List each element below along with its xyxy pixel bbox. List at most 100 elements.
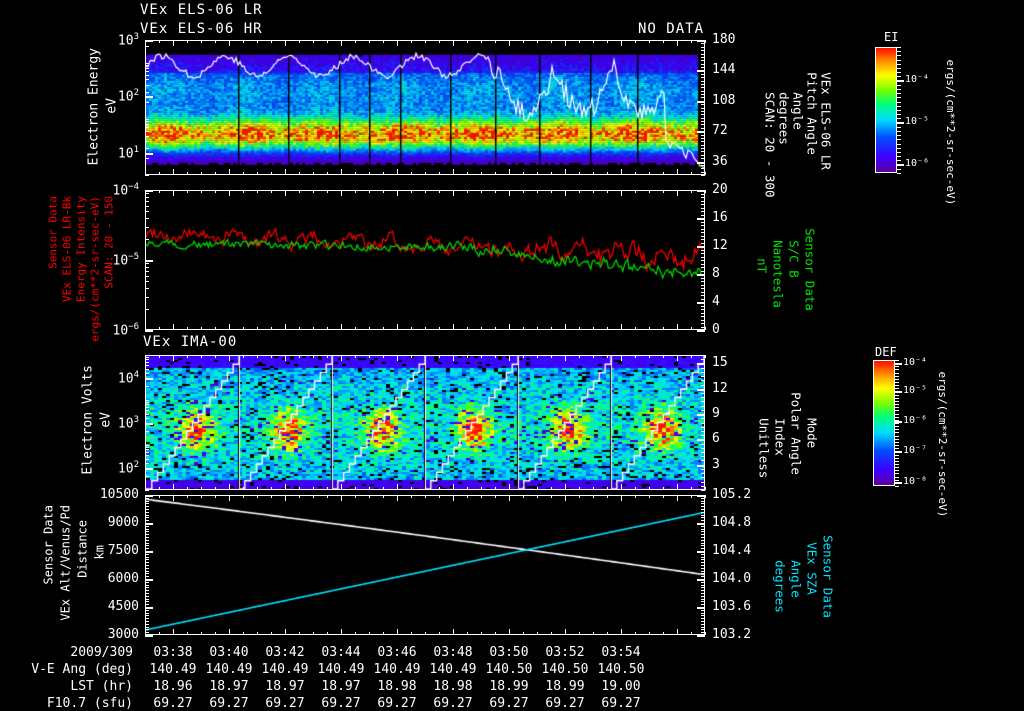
- x-minor-tick: [271, 495, 272, 498]
- x-minor-tick: [523, 495, 524, 498]
- axis-minor-tick: [701, 215, 705, 216]
- axis-minor-tick: [701, 596, 705, 597]
- axis-minor-tick: [701, 172, 705, 173]
- colorbar1-tick: [897, 122, 904, 124]
- x-minor-tick: [537, 632, 538, 635]
- x-minor-tick: [201, 172, 202, 175]
- axis-minor-tick: [145, 534, 149, 535]
- axis-minor-tick: [145, 68, 149, 69]
- x-minor-tick: [705, 495, 706, 498]
- x-minor-tick: [705, 172, 706, 175]
- x-minor-tick: [201, 487, 202, 490]
- axis-minor-tick: [701, 208, 705, 209]
- axis-minor-tick: [701, 74, 705, 75]
- axis-minor-tick: [701, 281, 705, 282]
- axis-minor-tick: [701, 151, 705, 152]
- axis-major-tick: [697, 190, 705, 192]
- x-minor-tick: [355, 632, 356, 635]
- x-minor-tick: [397, 355, 398, 358]
- axis-tick-label: 12: [712, 380, 728, 396]
- colorbar2-minor-tick: [895, 429, 899, 430]
- x-minor-tick: [215, 327, 216, 330]
- x-minor-tick: [271, 632, 272, 635]
- axis-minor-tick: [701, 271, 705, 272]
- axis-minor-tick: [145, 418, 149, 419]
- panel1-right-axis-title: Pitch Angle: [792, 42, 831, 155]
- x-minor-tick: [271, 40, 272, 43]
- x-minor-tick: [327, 495, 328, 498]
- colorbar1-minor-tick: [897, 76, 901, 77]
- colorbar2[interactable]: [873, 360, 895, 486]
- axis-minor-tick: [145, 127, 149, 128]
- axis-tick-label: 72: [712, 123, 728, 139]
- x-minor-tick: [607, 172, 608, 175]
- axis-minor-tick: [701, 531, 705, 532]
- colorbar1-minor-tick: [897, 97, 901, 98]
- x-minor-tick: [607, 355, 608, 358]
- x-minor-tick: [355, 40, 356, 43]
- x-minor-tick: [173, 40, 174, 43]
- colorbar1-minor-tick: [897, 89, 901, 90]
- x-minor-tick: [705, 327, 706, 330]
- axis-minor-tick: [701, 517, 705, 518]
- axis-minor-tick: [145, 585, 149, 586]
- axis-minor-tick: [701, 548, 705, 549]
- axis-minor-tick: [145, 445, 149, 446]
- axis-minor-tick: [145, 509, 149, 510]
- time-table-cell: 140.49: [317, 662, 365, 677]
- x-minor-tick: [607, 495, 608, 498]
- time-table-cell: 69.27: [153, 696, 193, 711]
- x-major-tick: [453, 40, 454, 46]
- axis-minor-tick: [701, 77, 705, 78]
- x-minor-tick: [453, 327, 454, 330]
- colorbar1[interactable]: [875, 47, 897, 173]
- axis-minor-tick: [145, 79, 149, 80]
- x-minor-tick: [537, 487, 538, 490]
- axis-major-tick: [697, 607, 705, 609]
- axis-minor-tick: [145, 281, 149, 282]
- axis-minor-tick: [701, 124, 705, 125]
- colorbar2-tick-label: 10⁻⁸: [903, 476, 928, 487]
- axis-minor-tick: [701, 264, 705, 265]
- axis-minor-tick: [145, 529, 149, 530]
- axis-minor-tick: [145, 476, 149, 477]
- time-table-cell: 69.27: [265, 696, 305, 711]
- axis-minor-tick: [701, 158, 705, 159]
- x-minor-tick: [635, 327, 636, 330]
- colorbar1-minor-tick: [897, 148, 901, 149]
- panel3-right-title-l2-text: Polar Angle: [788, 392, 804, 475]
- x-minor-tick: [299, 487, 300, 490]
- panel4-plot-area[interactable]: [145, 495, 705, 635]
- time-table-cell: 69.27: [601, 696, 641, 711]
- axis-minor-tick: [701, 590, 705, 591]
- x-major-tick: [677, 355, 678, 361]
- axis-minor-tick: [701, 323, 705, 324]
- axis-minor-tick: [145, 559, 149, 560]
- axis-minor-tick: [145, 175, 149, 176]
- axis-minor-tick: [701, 406, 705, 407]
- x-minor-tick: [677, 632, 678, 635]
- axis-minor-tick: [701, 627, 705, 628]
- axis-minor-tick: [701, 444, 705, 445]
- x-major-tick: [229, 190, 230, 196]
- colorbar2-units: ergs/(cm**2-sr-sec-eV): [925, 345, 960, 518]
- colorbar1-minor-tick: [897, 135, 901, 136]
- axis-minor-tick: [701, 253, 705, 254]
- axis-tick-label: 104.0: [712, 571, 752, 586]
- x-minor-tick: [369, 487, 370, 490]
- panel1-plot-area[interactable]: [145, 40, 705, 175]
- axis-minor-tick: [145, 520, 149, 521]
- x-minor-tick: [607, 632, 608, 635]
- panel1-left-axis-units: eV: [92, 98, 133, 145]
- axis-minor-tick: [701, 557, 705, 558]
- axis-minor-tick: [701, 91, 705, 92]
- x-minor-tick: [551, 355, 552, 358]
- panel2-plot-area[interactable]: [145, 190, 705, 330]
- time-table-cell: 140.50: [485, 662, 533, 677]
- x-minor-tick: [691, 355, 692, 358]
- x-minor-tick: [705, 40, 706, 43]
- axis-minor-tick: [145, 599, 149, 600]
- x-minor-tick: [173, 327, 174, 330]
- panel1-right-title-l5: SCAN: 20 - 300: [762, 92, 778, 198]
- panel3-plot-area[interactable]: [145, 355, 705, 490]
